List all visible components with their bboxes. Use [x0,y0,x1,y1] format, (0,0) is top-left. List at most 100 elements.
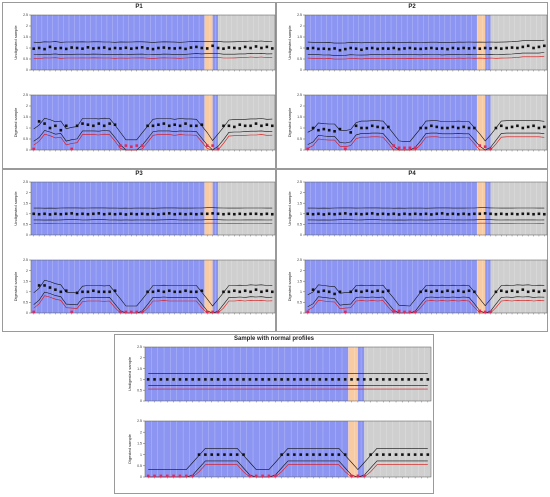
y-tick-label: 1 [26,46,28,50]
data-point [216,46,220,50]
y-tick-label: 2.5 [297,258,302,262]
data-point [249,212,252,216]
data-point [146,290,149,294]
region-grey [490,95,547,150]
data-point [140,212,144,216]
data-point [318,453,322,456]
data-point [376,125,379,129]
y-tick-label: 1.5 [23,201,28,205]
data-point [159,474,163,478]
y-tick-label: 1.5 [137,442,142,446]
y-tick-label: 2.5 [23,93,28,97]
upper-limit-line [148,448,428,471]
data-point [456,289,460,293]
panel-chart: 0 0.5 1 1.5 2 2.5 Undigested sample 0 0.5 1 1.5 2 2.… [13,13,276,152]
data-point [349,212,353,216]
y-tick-label: 1 [300,126,302,130]
data-point [516,290,519,294]
data-point [32,212,36,216]
region-orange [477,15,486,70]
data-point [248,378,252,381]
data-point [394,378,398,381]
data-point [521,288,525,291]
data-point [102,212,106,216]
data-point [92,212,95,216]
data-point [249,290,252,294]
region-grey [218,182,275,235]
y-tick-label: 1 [26,290,28,294]
data-point [211,44,214,48]
data-point [270,47,274,50]
y-axis-label: Digested sample [13,107,18,138]
data-point [370,124,374,128]
data-point [362,474,366,478]
data-point [387,125,390,129]
data-point [331,453,334,456]
data-point [462,46,465,50]
data-point [543,125,546,129]
data-point [327,47,331,51]
data-point [102,290,106,294]
data-point [238,47,242,50]
data-point [451,290,455,294]
region-grey [364,421,431,477]
data-point [227,290,231,294]
data-point [159,378,163,381]
data-point [440,47,444,50]
region-grey [218,95,275,150]
threshold-line [307,136,545,151]
data-point [146,474,150,478]
threshold-line [307,55,545,60]
data-point [146,378,150,381]
data-point [521,212,525,216]
data-point [172,474,175,478]
data-point [157,213,160,216]
data-point [162,46,166,49]
data-point [526,125,530,129]
y-axis-label: Digested sample [13,271,18,302]
data-point [473,290,476,294]
data-point [48,286,52,289]
data-point [446,126,449,130]
data-point [440,126,444,130]
y-tick-label: 0 [26,148,28,152]
data-point [189,124,193,128]
data-point [505,126,508,130]
data-point [499,47,503,50]
data-point [119,144,122,147]
data-point [317,128,320,132]
data-point [311,126,315,130]
data-point [151,124,155,128]
upper-limit-line [33,207,273,209]
data-point [360,290,363,294]
region-orange [204,182,213,235]
data-point [162,290,166,294]
data-point [81,122,84,125]
y-tick-label: 0 [300,148,302,152]
data-point [478,47,482,50]
data-point [344,212,347,215]
data-point [108,122,111,125]
upper-limit-line [33,117,273,141]
data-point [227,124,231,128]
threshold-line [148,464,428,478]
data-point [270,290,274,294]
data-point [467,212,471,216]
data-point [333,212,336,216]
data-point [185,378,188,381]
data-point [92,124,95,128]
data-point [184,289,187,293]
data-point [394,453,398,456]
data-point [451,212,455,216]
data-point [354,47,358,50]
y-tick-label: 1 [26,126,28,130]
data-point [306,47,309,50]
region-orange [348,421,358,477]
region-orange [348,347,358,401]
data-point [223,378,226,381]
data-point [381,290,385,294]
data-point [305,378,309,381]
data-point [360,212,363,216]
data-point [195,45,198,49]
data-point [267,474,271,478]
